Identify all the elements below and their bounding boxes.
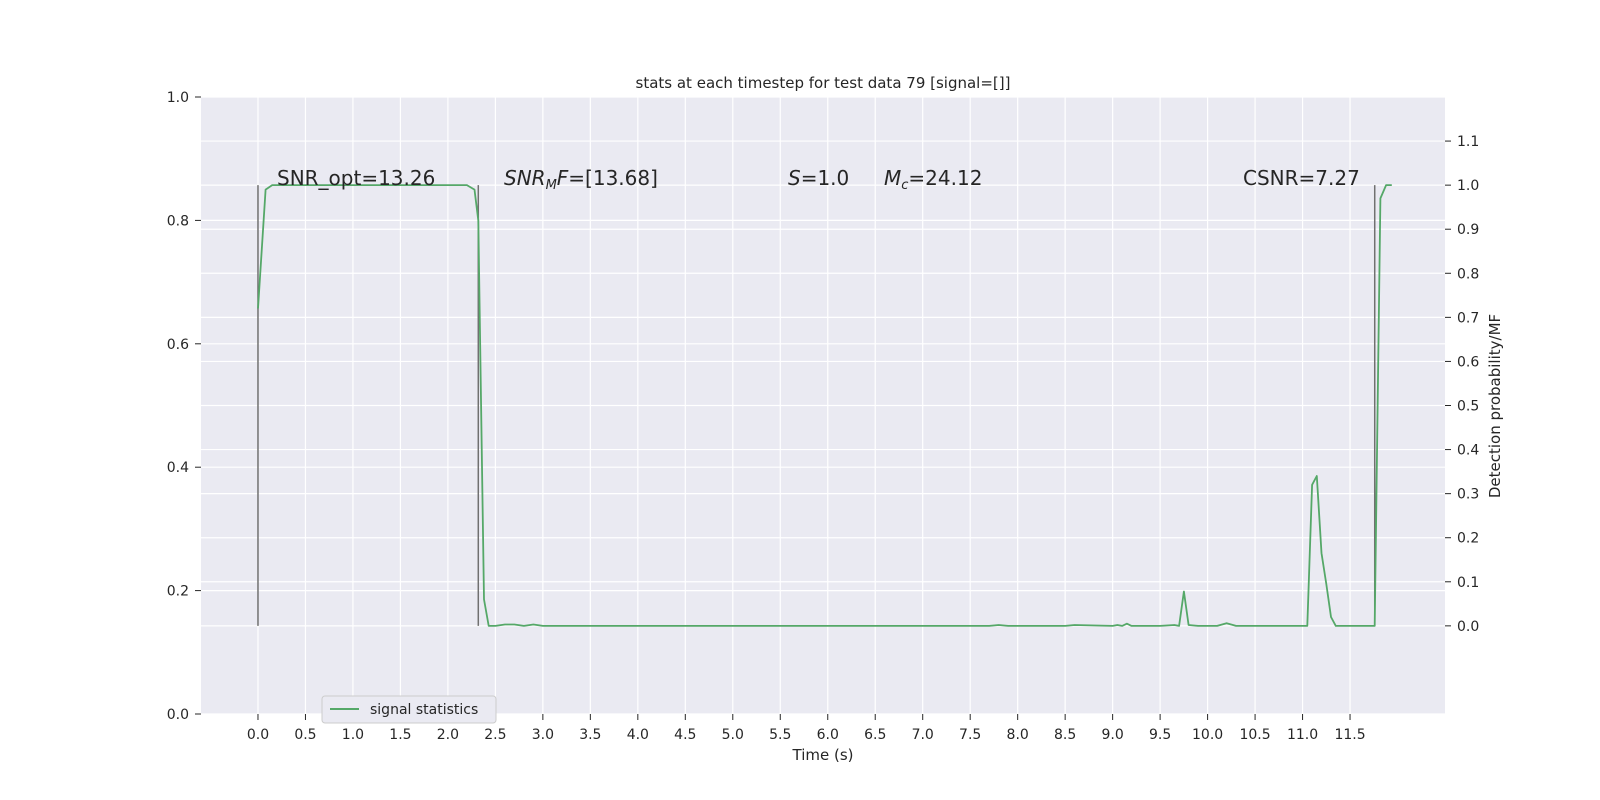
y-tick-label-right: 0.7 [1457, 310, 1479, 326]
y-tick-label-right: 0.2 [1457, 531, 1479, 547]
annotation-part: =[13.68] [568, 166, 658, 190]
x-tick-label: 8.5 [1054, 727, 1076, 743]
x-tick-label: 2.0 [437, 727, 459, 743]
x-tick-label: 3.5 [579, 727, 601, 743]
y-tick-label-right: 0.1 [1457, 575, 1479, 591]
x-ticks: 0.0 0.5 1.0 1.5 2.0 2.5 3.0 3.5 4.0 4.5 5.0 5.5 6.0 6… [247, 714, 1366, 743]
x-tick-label: 11.0 [1287, 727, 1318, 743]
x-tick-label: 9.5 [1149, 727, 1171, 743]
annotation-subscript: c [901, 178, 908, 193]
annotation-snr-mf: SNRMF=[13.68] [504, 166, 658, 193]
y-tick-label-right: 1.1 [1457, 134, 1479, 150]
y-ticks-left: 0.0 0.2 0.4 0.6 0.8 1.0 [167, 90, 201, 723]
x-tick-label: 10.0 [1192, 727, 1223, 743]
x-tick-label: 11.5 [1334, 727, 1365, 743]
y-tick-label-left: 0.8 [167, 213, 189, 229]
y-tick-label-left: 0.2 [167, 584, 189, 600]
y-tick-label-right: 0.8 [1457, 266, 1479, 282]
y-tick-label-right: 0.4 [1457, 443, 1479, 459]
annotation-s: S=1.0 [788, 166, 849, 190]
y-tick-label-right: 0.0 [1457, 619, 1479, 635]
y-tick-label-left: 0.4 [167, 460, 189, 476]
grid [201, 96, 1445, 715]
annotation-part: F [557, 166, 569, 190]
x-tick-label: 6.5 [864, 727, 886, 743]
x-tick-label: 4.5 [674, 727, 696, 743]
legend-box [321, 695, 497, 724]
y-tick-label-right: 1.0 [1457, 178, 1479, 194]
legend: signal statistics [321, 695, 497, 724]
x-tick-label: 10.5 [1239, 727, 1270, 743]
y-tick-label-left: 1.0 [167, 90, 189, 106]
annotation-mc: Mc=24.12 [884, 166, 982, 193]
annotation-part: =1.0 [801, 166, 850, 190]
annotation-subscript: M [546, 178, 557, 193]
x-tick-label: 7.0 [912, 727, 934, 743]
y-tick-label-right: 0.5 [1457, 399, 1479, 415]
y-tick-label-right: 0.9 [1457, 222, 1479, 238]
y-axis-title-right: Detection probability/MF [1486, 314, 1504, 498]
annotations: SNR_opt=13.26 SNRMF=[13.68] S=1.0 Mc=24.… [277, 166, 1360, 193]
x-tick-label: 5.5 [769, 727, 791, 743]
annotation-part: =24.12 [908, 166, 982, 190]
x-tick-label: 6.0 [817, 727, 839, 743]
x-tick-label: 7.5 [959, 727, 981, 743]
legend-label: signal statistics [370, 702, 478, 718]
y-tick-label-right: 0.3 [1457, 487, 1479, 503]
x-tick-label: 5.0 [722, 727, 744, 743]
x-tick-label: 8.0 [1007, 727, 1029, 743]
x-tick-label: 4.0 [627, 727, 649, 743]
x-axis-title: Time (s) [792, 746, 854, 764]
x-tick-label: 9.0 [1102, 727, 1124, 743]
x-tick-label: 1.5 [389, 727, 411, 743]
annotation-part: S [788, 166, 801, 190]
x-tick-label: 0.0 [247, 727, 269, 743]
y-tick-label-left: 0.0 [167, 707, 189, 723]
x-tick-label: 0.5 [294, 727, 316, 743]
annotation-part: M [884, 166, 901, 190]
y-ticks-right: 0.0 0.1 0.2 0.3 0.4 0.5 0.6 0.7 0.8 0.9 1.0 1.1 [1445, 134, 1479, 635]
annotation-csnr: CSNR=7.27 [1243, 166, 1360, 190]
annotation-part: SNR [504, 166, 546, 190]
x-tick-label: 1.0 [342, 727, 364, 743]
x-tick-label: 2.5 [484, 727, 506, 743]
series-group [257, 184, 1392, 627]
series-line [257, 184, 1392, 627]
chart-title: stats at each timestep for test data 79 … [636, 74, 1011, 92]
annotation-snr-opt: SNR_opt=13.26 [277, 166, 435, 190]
y-tick-label-left: 0.6 [167, 337, 189, 353]
y-tick-label-right: 0.6 [1457, 354, 1479, 370]
x-tick-label: 3.0 [532, 727, 554, 743]
